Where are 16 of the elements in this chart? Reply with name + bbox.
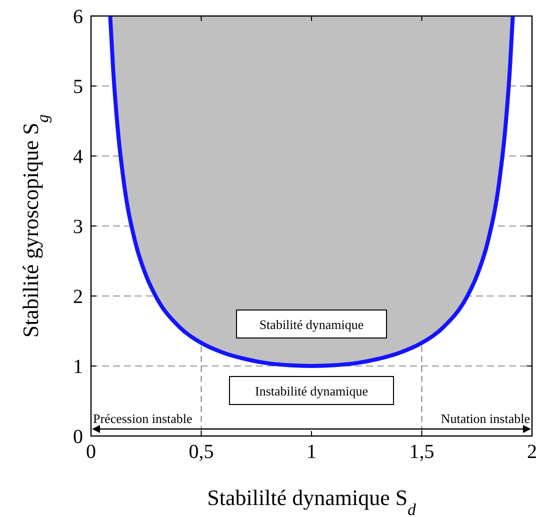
x-axis-title: Stabililté dynamique S$_{d}$ [207,485,417,517]
annotation: Stabilité dynamique [259,317,364,332]
annotation: Instabilité dynamique [254,384,368,398]
y-tick-label: 0 [73,426,83,448]
annotation: Nutation instable [440,411,530,426]
x-tick-label: 0,5 [188,441,214,463]
y-tick-label: 4 [73,146,83,168]
y-tick-label: 6 [73,6,83,28]
x-tick-label: 2 [527,441,536,463]
annotation: Précession instable [93,411,193,426]
y-tick-label: 3 [73,216,83,238]
y-tick-label: 2 [73,286,83,308]
x-tick-label: 1,5 [409,441,434,463]
x-tick-label: 1 [306,441,316,463]
y-tick-label: 5 [73,76,83,98]
y-tick-label: 1 [73,356,83,378]
